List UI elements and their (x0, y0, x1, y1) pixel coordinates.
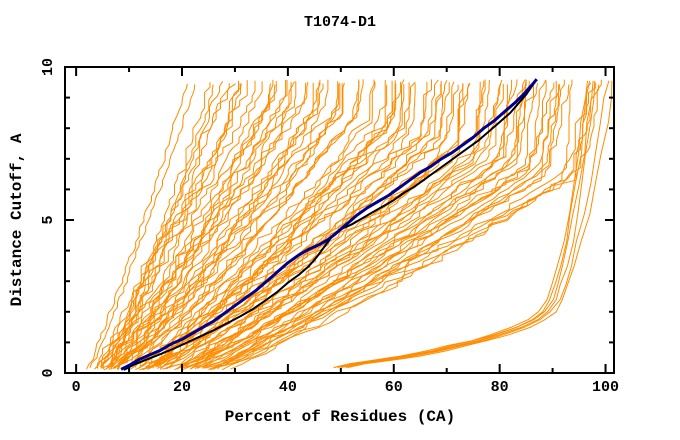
outlier-curve (345, 80, 610, 368)
ensemble-curve (110, 83, 271, 369)
ensemble-curve (208, 84, 560, 370)
ensemble-curve (116, 79, 321, 370)
ensemble-curve (111, 83, 236, 367)
ensemble-curve (189, 84, 508, 370)
y-tick-label: 10 (40, 58, 57, 76)
x-tick-label: 100 (592, 379, 619, 396)
x-tick-label: 80 (491, 379, 509, 396)
ensemble-curve (192, 80, 530, 368)
ensemble-curve (162, 83, 470, 370)
ensemble-curve (214, 84, 570, 368)
axes-layer: 0 20 40 60 80 100 0 5 10 (40, 58, 619, 396)
ensemble-curve (202, 83, 539, 369)
ensemble-curve (174, 79, 503, 371)
ensemble-curve (145, 83, 416, 368)
chart-title: T1074-D1 (304, 14, 376, 31)
ensemble-curve (111, 81, 295, 370)
ensemble-curve (159, 84, 459, 370)
ensemble-curve (217, 82, 597, 370)
ensemble-curve (186, 79, 527, 368)
ensemble-curve (97, 82, 211, 369)
ensemble-curve (212, 80, 547, 370)
outlier-curve (347, 80, 613, 368)
ensemble-curve (230, 79, 602, 370)
x-axis-title: Percent of Residues (CA) (225, 408, 455, 426)
highlighted-model-black (123, 80, 537, 371)
ensemble-curve (114, 81, 339, 369)
x-tick-label: 0 (72, 379, 81, 396)
y-tick-label: 5 (40, 215, 57, 224)
ensemble-curve (157, 83, 442, 370)
ensemble-curve (196, 79, 518, 369)
ensemble-curve (125, 82, 320, 370)
x-tick-label: 20 (173, 379, 191, 396)
ensemble-curve (117, 81, 309, 370)
ensemble-curve (135, 81, 376, 371)
ensemble-curve (108, 82, 292, 370)
outlier-curve (333, 80, 588, 368)
ensemble-curve (179, 82, 471, 367)
x-tick-label: 40 (279, 379, 297, 396)
outlier-curve (333, 80, 591, 368)
ensemble-curve (103, 80, 256, 371)
ensemble-curve (129, 82, 345, 368)
ensemble-curve (96, 84, 214, 369)
ensemble-curve (101, 81, 263, 369)
y-tick-label: 0 (40, 368, 57, 377)
ensemble-curve (102, 83, 230, 370)
ensemble-curve (128, 79, 360, 369)
outlier-curve (337, 80, 594, 368)
ensemble-curve (89, 84, 195, 368)
curves-layer (86, 78, 613, 371)
ensemble-curve (94, 83, 241, 370)
ensemble-curve (214, 80, 557, 368)
ensemble-curve (190, 81, 534, 369)
ensemble-curve (117, 81, 297, 369)
ensemble-curve (147, 79, 405, 371)
highlighted-model-navy (120, 78, 538, 371)
outlier-curve (340, 80, 596, 368)
ensemble-curve (159, 79, 439, 367)
ensemble-curve (166, 79, 486, 369)
ensemble-curve (116, 83, 339, 370)
ensemble-curve (106, 80, 224, 368)
ensemble-curve (86, 83, 188, 370)
y-axis-title: Distance Cutoff, A (8, 133, 26, 306)
x-tick-label: 60 (385, 379, 403, 396)
ensemble-curve (100, 81, 239, 369)
ensemble-curve (194, 79, 526, 370)
ensemble-curve (116, 83, 324, 368)
ensemble-curve (99, 84, 276, 368)
ensemble-curve (112, 80, 288, 370)
